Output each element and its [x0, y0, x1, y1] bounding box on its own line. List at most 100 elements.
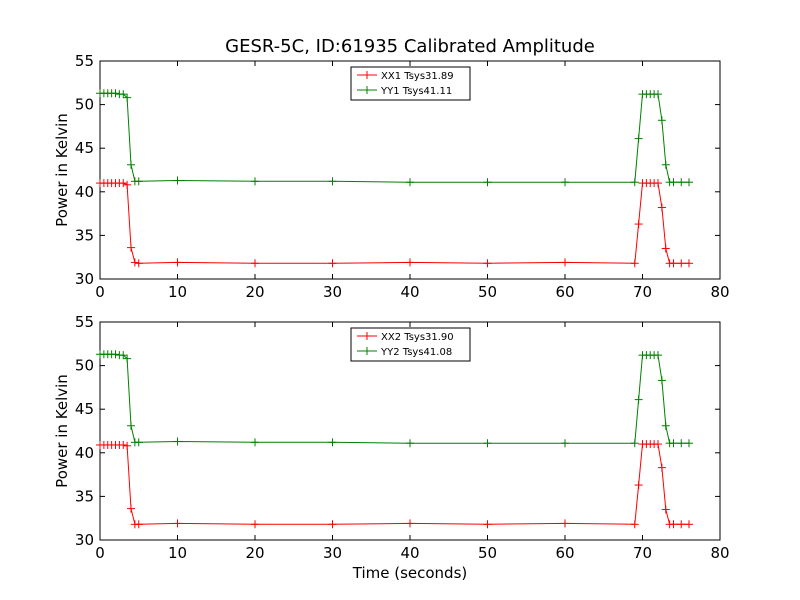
data-point — [483, 520, 492, 529]
data-point — [661, 160, 670, 169]
data-point — [685, 178, 693, 187]
data-point — [669, 259, 678, 268]
legend-box — [350, 66, 471, 101]
y-tick-label: 50 — [75, 357, 94, 375]
data-point — [328, 177, 337, 186]
x-tick-label: 30 — [323, 544, 342, 562]
data-point — [134, 259, 143, 268]
x-tick-label: 50 — [478, 544, 497, 562]
data-point — [685, 520, 693, 529]
data-point — [127, 504, 135, 513]
y-tick-label: 40 — [75, 444, 94, 462]
data-point — [657, 203, 666, 212]
data-point — [328, 259, 337, 268]
data-point — [657, 116, 666, 125]
series-line — [100, 182, 689, 264]
data-point — [634, 481, 643, 490]
x-tick-label: 60 — [555, 283, 574, 301]
y-tick-label: 35 — [75, 226, 94, 244]
data-point — [634, 134, 643, 143]
data-point — [134, 177, 143, 186]
data-point — [483, 439, 492, 448]
data-point — [634, 395, 643, 404]
x-tick-label: 70 — [633, 544, 652, 562]
x-tick-label: 20 — [245, 544, 264, 562]
data-point — [119, 440, 128, 449]
legend-label: XX1 Tsys31.89 — [381, 71, 454, 82]
data-point — [630, 520, 639, 529]
data-point — [661, 421, 670, 430]
x-tick-label: 0 — [95, 283, 105, 301]
data-point — [127, 243, 135, 252]
data-point — [561, 178, 569, 187]
y-tick-label: 30 — [75, 531, 94, 549]
legend: XX2 Tsys31.90 YY2 Tsys41.08 — [350, 327, 471, 362]
data-point — [677, 439, 686, 448]
x-tick-label: 20 — [245, 283, 264, 301]
series-line — [100, 443, 689, 525]
series-line — [100, 92, 689, 183]
data-point — [119, 179, 128, 188]
y-axis-label: Power in Kelvin — [53, 113, 71, 227]
legend-label: YY1 Tsys41.11 — [380, 86, 452, 97]
legend-item: YY2 Tsys41.08 — [357, 347, 452, 358]
series-line — [100, 353, 689, 444]
data-point — [134, 438, 143, 447]
data-point — [123, 354, 132, 363]
data-point — [134, 520, 143, 529]
data-point — [483, 178, 492, 187]
data-point — [119, 351, 128, 360]
y-tick-label: 40 — [75, 183, 94, 201]
legend-box — [350, 327, 471, 362]
data-point — [251, 520, 259, 529]
chart-panels: 0 10 20 30 40 50 60 70 80 30 35 40 45 50 55 Power in Ke… — [53, 52, 730, 562]
chart-panel-1: 0 10 20 30 40 50 60 70 80 30 35 40 45 50 55 Power in Ke… — [53, 52, 730, 301]
data-point — [483, 259, 492, 268]
data-point — [669, 178, 678, 187]
data-point — [406, 439, 414, 448]
legend-label: YY2 Tsys41.08 — [380, 347, 452, 358]
x-tick-label: 40 — [400, 283, 419, 301]
x-tick-label: 70 — [633, 283, 652, 301]
y-tick-label: 55 — [75, 52, 94, 70]
series-2 — [96, 89, 693, 187]
y-axis-label: Power in Kelvin — [53, 374, 71, 488]
data-point — [661, 505, 670, 514]
data-point — [328, 438, 337, 447]
data-point — [669, 520, 678, 529]
data-point — [127, 421, 135, 430]
x-tick-label: 0 — [95, 544, 105, 562]
legend-item: YY1 Tsys41.11 — [357, 86, 452, 97]
data-point — [561, 519, 569, 528]
y-tick-label: 55 — [75, 313, 94, 331]
x-tick-label: 80 — [710, 283, 729, 301]
y-tick-label: 45 — [75, 139, 94, 157]
legend-item: XX2 Tsys31.90 — [357, 332, 454, 343]
data-point — [685, 259, 693, 268]
y-tick-label: 50 — [75, 96, 94, 114]
data-point — [677, 178, 686, 187]
x-tick-label: 50 — [478, 283, 497, 301]
data-point — [111, 89, 120, 98]
data-point — [630, 178, 639, 187]
x-tick-label: 10 — [168, 544, 187, 562]
y-tick-label: 45 — [75, 400, 94, 418]
y-tick-label: 30 — [75, 270, 94, 288]
data-point — [251, 259, 259, 268]
data-point — [123, 441, 132, 450]
x-tick-label: 40 — [400, 544, 419, 562]
series-2 — [96, 350, 693, 448]
data-point — [251, 438, 259, 447]
legend-label: XX2 Tsys31.90 — [381, 332, 454, 343]
data-point — [654, 440, 662, 449]
data-point — [677, 520, 686, 529]
data-point — [251, 177, 259, 186]
chart-panel-2: 0 10 20 30 40 50 60 70 80 30 35 40 45 50 55 Power in Ke… — [53, 313, 730, 562]
data-point — [561, 258, 569, 267]
data-point — [657, 376, 666, 385]
y-tick-label: 35 — [75, 487, 94, 505]
data-point — [328, 520, 337, 529]
x-tick-label: 30 — [323, 283, 342, 301]
data-point — [173, 176, 182, 185]
